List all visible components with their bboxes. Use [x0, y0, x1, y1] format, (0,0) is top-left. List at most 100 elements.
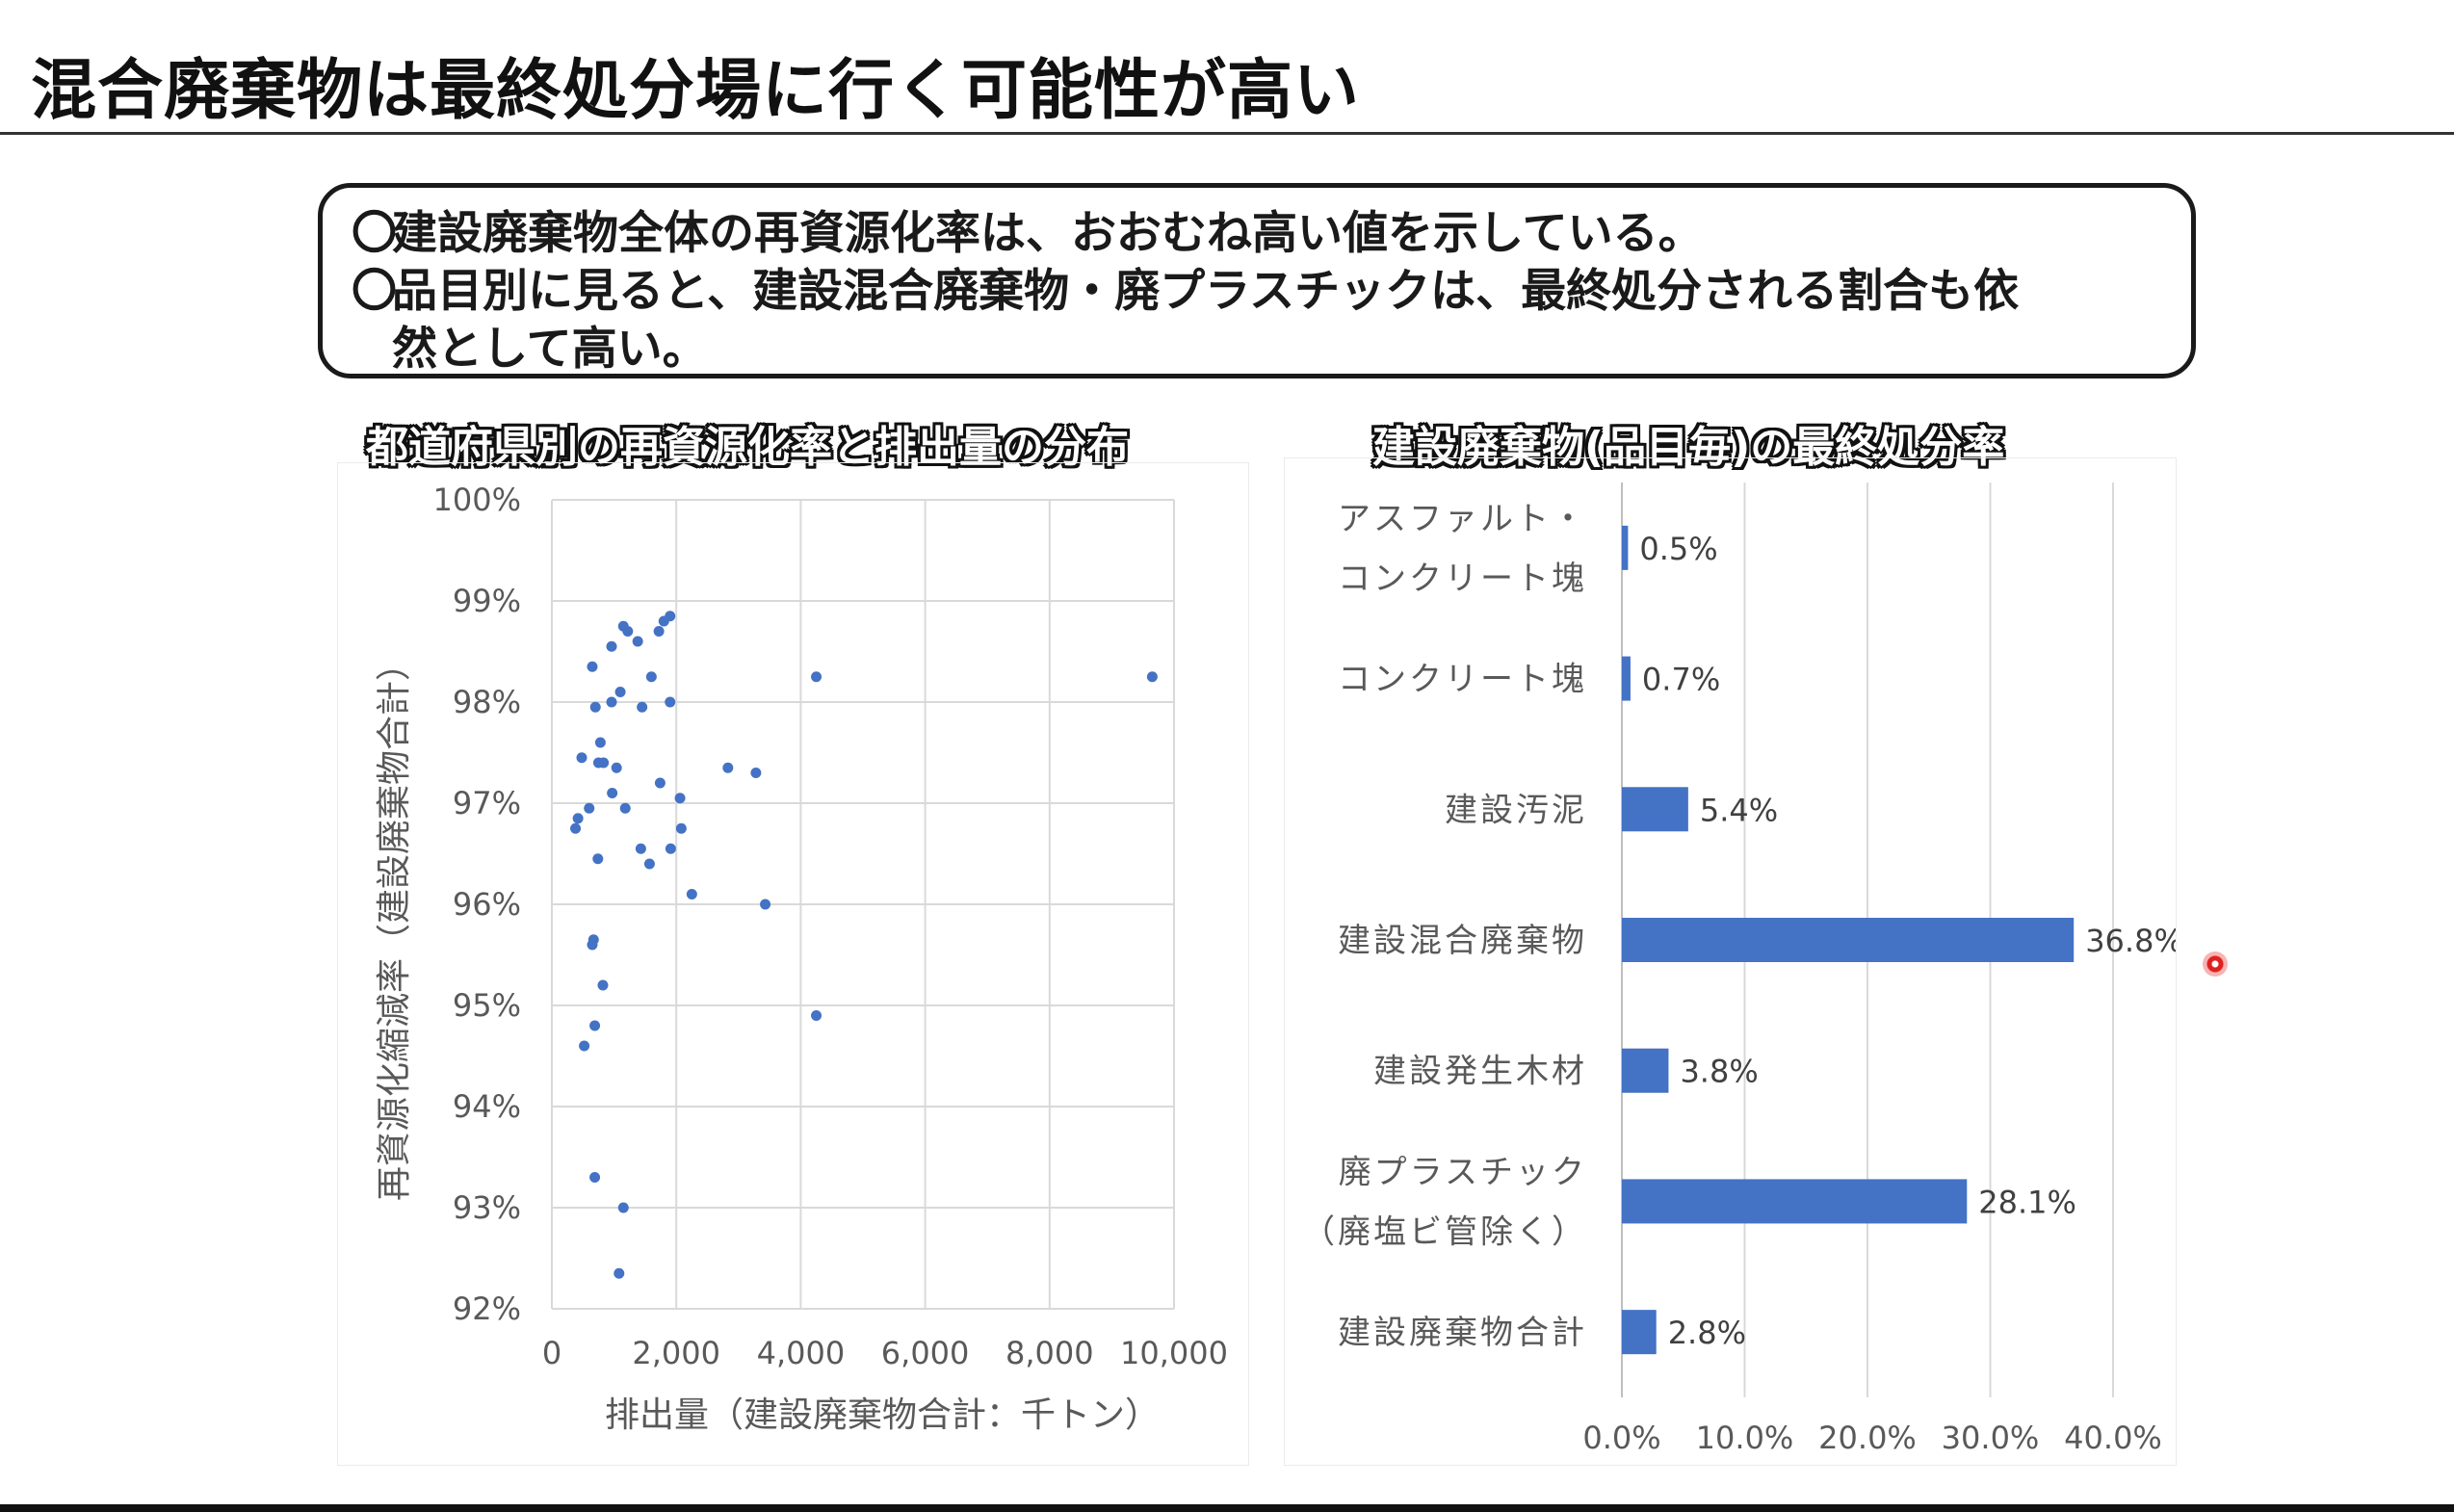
y-tick-label: 93%: [453, 1189, 521, 1226]
bar: [1622, 787, 1688, 832]
bottom-edge-bar: [0, 1504, 2454, 1512]
summary-text-2: 品目別に見ると、建設混合廃棄物・廃プラスチックは、最終処分される割合も依: [392, 265, 2020, 318]
scatter-point: [607, 788, 618, 798]
scatter-point: [589, 701, 601, 713]
x-tick-label: 30.0%: [1942, 1420, 2040, 1456]
scatter-point: [665, 843, 676, 854]
category-label: 建設混合廃棄物: [1338, 922, 1587, 960]
scatter-point: [587, 939, 598, 951]
scatter-point: [589, 1172, 601, 1183]
scatter-point: [611, 762, 622, 773]
y-axis-label: 再資源化縮減率（建設廃棄物合計）: [375, 646, 414, 1201]
summary-text-1: 建設廃棄物全体の再資源化率は、おおむね高い値を示している。: [392, 207, 1704, 260]
scatter-point: [617, 1202, 629, 1213]
scatter-point: [594, 737, 606, 748]
summary-box: 〇建設廃棄物全体の再資源化率は、おおむね高い値を示している。 〇品目別に見ると、…: [318, 183, 2196, 378]
y-tick-label: 99%: [453, 583, 521, 619]
scatter-point: [643, 858, 655, 870]
scatter-point: [584, 802, 595, 814]
bar-value-label: 28.1%: [1978, 1184, 2076, 1220]
x-tick-label: 8,000: [1005, 1335, 1094, 1371]
y-tick-label: 100%: [433, 482, 521, 518]
category-label: 建設廃棄物合計: [1338, 1314, 1587, 1352]
category-label: 廃プラスチック: [1339, 1153, 1587, 1191]
y-tick-label: 97%: [453, 785, 521, 821]
scatter-point: [811, 1010, 822, 1021]
scatter-point: [760, 899, 771, 910]
category-label: アスファルト・: [1338, 500, 1587, 538]
x-tick-label: 6,000: [881, 1335, 970, 1371]
scatter-point: [579, 1040, 590, 1052]
scatter-point: [811, 671, 822, 683]
bar-value-label: 2.8%: [1668, 1315, 1746, 1351]
bar-plot-svg: 0.0% 10.0% 20.0% 30.0% 40.0% 0.5% アスファルト・コンクリー…: [1302, 482, 2176, 1456]
y-tick-label: 98%: [453, 684, 521, 720]
scatter-point: [570, 822, 582, 834]
bullet-mark: 〇: [352, 265, 397, 318]
scatter-chart-title: 都道府県別の再資源化率と排出量の分布: [366, 423, 1129, 472]
bar-value-label: 0.5%: [1639, 531, 1717, 567]
scatter-point: [637, 701, 648, 713]
scatter-point: [606, 640, 617, 652]
title-divider: [0, 132, 2454, 135]
scatter-point: [675, 822, 687, 834]
scatter-point: [635, 843, 646, 854]
y-tick-label: 95%: [453, 987, 521, 1024]
x-tick-label: 0: [542, 1335, 561, 1371]
category-label: コンクリート塊: [1338, 560, 1587, 598]
scatter-point: [614, 687, 626, 697]
scatter-point: [632, 636, 643, 647]
scatter-point: [750, 768, 762, 778]
scatter-point: [592, 853, 604, 865]
scatter-point: [576, 752, 587, 764]
scatter-point: [665, 696, 676, 708]
bar-value-label: 36.8%: [2085, 923, 2176, 959]
x-tick-label: 10.0%: [1696, 1420, 1794, 1456]
y-tick-label: 92%: [453, 1290, 521, 1327]
scatter-point: [598, 757, 610, 769]
summary-bullet-2: 〇品目別に見ると、建設混合廃棄物・廃プラスチックは、最終処分される割合も依: [352, 263, 2162, 321]
x-tick-label: 2,000: [632, 1335, 720, 1371]
x-tick-label: 20.0%: [1818, 1420, 1917, 1456]
scatter-point: [622, 626, 634, 637]
y-tick-label: 94%: [453, 1088, 521, 1125]
bullet-mark: 〇: [352, 207, 397, 260]
x-tick-label: 40.0%: [2064, 1420, 2162, 1456]
slide-title: 混合廃棄物は最終処分場に行く可能性が高い: [31, 52, 1361, 129]
bar: [1622, 1048, 1669, 1093]
bar: [1622, 918, 2075, 962]
scatter-chart: 92% 93% 94% 95% 96% 97% 98% 99% 100% 0 2,000 4,000 6…: [337, 462, 1249, 1466]
category-label: 建設汚泥: [1445, 791, 1587, 829]
x-axis-label: 排出量（建設廃棄物合計：千トン）: [605, 1395, 1160, 1435]
bar: [1622, 1179, 1968, 1224]
scatter-point: [686, 889, 697, 899]
scatter-point: [572, 813, 584, 824]
bar: [1622, 525, 1629, 570]
bar-value-label: 5.4%: [1700, 792, 1778, 828]
bar-chart: 0.0% 10.0% 20.0% 30.0% 40.0% 0.5% アスファルト・ コンクリー…: [1284, 457, 2177, 1466]
scatter-point: [597, 979, 609, 991]
bar: [1622, 1310, 1657, 1355]
scatter-plot-svg: 92% 93% 94% 95% 96% 97% 98% 99% 100% 0 2,000 4,000 6…: [375, 482, 1228, 1435]
scatter-point: [1146, 671, 1158, 683]
summary-bullet-1: 〇建設廃棄物全体の再資源化率は、おおむね高い値を示している。: [352, 205, 2162, 263]
scatter-point: [665, 611, 676, 622]
x-tick-label: 10,000: [1120, 1335, 1228, 1371]
scatter-point: [619, 802, 631, 814]
category-label: コンクリート塊: [1338, 661, 1587, 699]
scatter-point: [606, 696, 617, 708]
scatter-point: [614, 1267, 625, 1279]
category-label: 建設発生木材: [1373, 1053, 1587, 1091]
category-label: （廃塩ビ管除く）: [1302, 1212, 1587, 1251]
bar: [1622, 656, 1631, 701]
bar-value-label: 0.7%: [1642, 662, 1720, 698]
x-tick-label: 0.0%: [1582, 1420, 1660, 1456]
scatter-point: [722, 762, 734, 773]
scatter-point: [589, 1020, 601, 1031]
pointer-cursor-icon: [2203, 952, 2228, 977]
scatter-point: [674, 793, 686, 804]
scatter-point: [645, 671, 657, 683]
scatter-point: [653, 626, 665, 637]
summary-text-2-continued: 然として高い。: [392, 323, 708, 376]
scatter-point: [654, 777, 666, 789]
